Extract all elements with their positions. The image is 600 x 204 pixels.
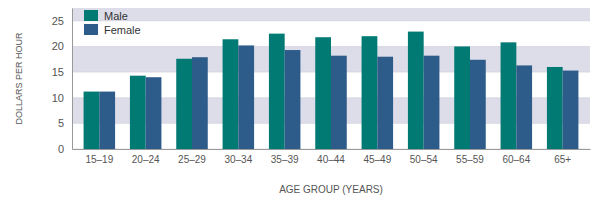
bar [238,45,254,149]
tick-label: 50–54 [410,154,438,165]
tick-label: 35–39 [271,154,299,165]
tick: 25–29 [178,149,206,165]
bar [146,77,162,149]
tick-label: 20–24 [132,154,160,165]
x-axis-title: AGE GROUP (YEARS) [279,184,383,195]
bar [547,67,563,149]
tick: 0 [58,143,72,155]
grid-line [72,20,590,21]
bar [331,56,347,149]
tick: 40–44 [317,149,345,165]
bar [454,46,470,149]
bar [269,34,285,149]
bar [130,76,146,149]
grid [72,8,590,149]
tick: 60–64 [502,149,530,165]
bar [424,56,440,149]
tick-label: 25–29 [178,154,206,165]
tick-label: 20 [52,40,64,52]
bar [501,42,517,149]
tick: 20 [52,40,72,52]
y-axis-title: DOLLARS PER HOUR [14,32,24,125]
bar [285,50,301,149]
legend-swatch [84,24,98,35]
tick: 10 [52,92,72,104]
axis-line [72,9,73,150]
legend-item: Male [84,10,128,22]
tick-label: 55–59 [456,154,484,165]
bar [192,57,208,149]
tick-label: 5 [58,117,64,129]
bar [516,65,532,149]
tick: 15–19 [85,149,113,165]
tick: 50–54 [410,149,438,165]
tick-label: 45–49 [363,154,391,165]
tick-label: 25 [52,15,64,27]
tick: 65+ [554,149,571,165]
plot: 0 5 10 15 20 25 15–19 20–24 25–29 30–34 35–39 40–44… [52,8,591,165]
legend-swatch [84,10,98,21]
series [84,32,563,149]
x-axis: 15–19 20–24 25–29 30–34 35–39 40–44 45–49 50–54… [73,149,591,165]
bar [470,60,486,149]
tick-label: 15 [52,66,64,78]
bars [84,32,579,149]
tick: 30–34 [224,149,252,165]
tick: 55–59 [456,149,484,165]
tick-label: 15–19 [85,154,113,165]
tick-label: 65+ [554,154,571,165]
bar [84,92,100,149]
axis-line [73,149,591,150]
legend-item: Female [84,24,141,36]
tick: 5 [58,117,72,129]
tick-label: 40–44 [317,154,345,165]
tick-label: 0 [58,143,64,155]
tick: 15 [52,66,72,78]
series [99,45,578,149]
bar [563,71,579,149]
tick-label: 60–64 [502,154,530,165]
legend-label: Male [104,10,128,22]
bar [223,39,239,149]
tick-label: 30–34 [224,154,252,165]
bar [315,37,331,149]
tick-label: 10 [52,92,64,104]
y-axis: 0 5 10 15 20 25 [52,9,73,156]
tick: 20–24 [132,149,160,165]
legend-label: Female [104,24,141,36]
grid-band [72,8,590,21]
tick: 25 [52,15,72,27]
legend: Male Female [84,10,141,36]
bar [377,57,393,149]
bar [408,32,424,149]
bar [176,59,192,149]
tick: 45–49 [363,149,391,165]
bar [99,92,115,149]
tick: 35–39 [271,149,299,165]
bar [362,36,378,149]
